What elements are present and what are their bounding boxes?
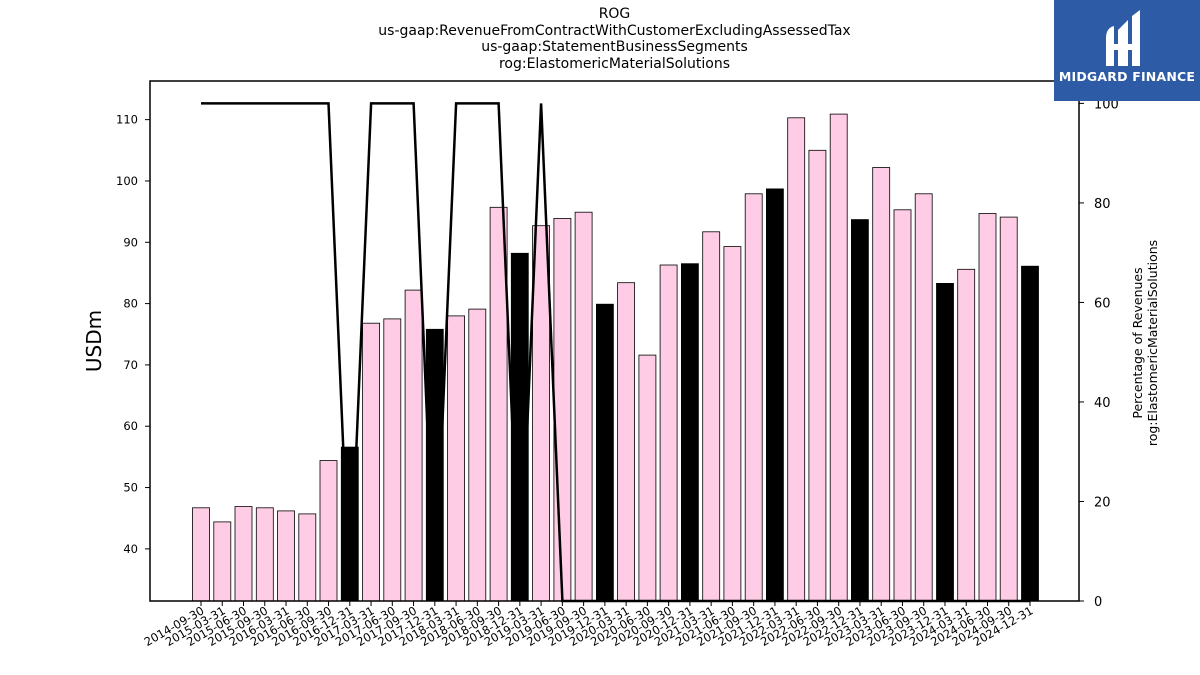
bar-2023-06-30 — [893, 209, 912, 602]
bar-2018-06-30 — [468, 308, 487, 602]
chart-title-line-2: us-gaap:RevenueFromContractWithCustomerE… — [378, 22, 851, 39]
bar-series — [192, 113, 1039, 602]
y-tick-label: 70 — [123, 358, 138, 372]
left-y-axis: 40 50 60 70 80 90 100 110 — [116, 113, 150, 556]
y-tick-label: 40 — [123, 542, 138, 556]
bar-2022-03-31 — [787, 117, 806, 602]
y2-axis-label-line-2: rog:ElastomericMaterialSolutions — [1145, 239, 1160, 447]
y2-tick-label: 0 — [1094, 595, 1102, 610]
bar-2017-03-31 — [362, 322, 381, 602]
y-tick-label: 110 — [116, 113, 138, 127]
bar-2019-12-31 — [596, 303, 614, 602]
right-y-axis: 0 20 40 60 80 100 — [1079, 97, 1119, 610]
y-axis-label: USDm — [82, 309, 106, 373]
chart-title-line-3: us-gaap:StatementBusinessSegments — [481, 39, 748, 55]
y2-tick-label: 80 — [1094, 197, 1111, 212]
chart-title-line-4: rog:ElastomericMaterialSolutions — [498, 55, 731, 72]
y2-tick-label: 20 — [1094, 495, 1111, 510]
bar-2021-12-31 — [766, 188, 784, 602]
bar-2021-03-31 — [702, 231, 721, 602]
plot-frame — [149, 80, 1080, 602]
midgard-finance-logo: MIDGARD FINANCE — [1054, 0, 1200, 101]
bar-2022-06-30 — [808, 149, 827, 602]
bar-2024-03-31 — [957, 268, 976, 602]
bar-2016-03-31 — [277, 510, 295, 602]
y-tick-label: 50 — [123, 481, 138, 495]
y-tick-label: 90 — [123, 235, 138, 249]
bar-2023-03-31 — [872, 167, 891, 602]
bar-2018-12-31 — [510, 252, 529, 602]
chart-title-line-1: ROG — [598, 6, 631, 22]
y2-axis-label-line-1: Percentage of Revenues — [1130, 267, 1145, 419]
bar-2024-06-30 — [978, 213, 997, 602]
logo-text: MIDGARD FINANCE — [1058, 69, 1196, 84]
bar-2016-06-30 — [298, 513, 317, 602]
bar-2018-03-31 — [447, 315, 466, 602]
bar-2020-03-31 — [617, 282, 635, 602]
y2-tick-label: 40 — [1094, 396, 1111, 411]
bar-2024-09-30 — [999, 216, 1018, 602]
bar-2015-03-31 — [213, 521, 232, 602]
bar-2023-12-31 — [936, 282, 954, 602]
bar-2019-09-30 — [574, 211, 593, 602]
bar-2014-09-30 — [192, 507, 210, 602]
bar-2020-12-31 — [681, 263, 699, 602]
bar-2022-12-31 — [851, 219, 869, 602]
bar-2019-06-30 — [553, 217, 572, 602]
bar-2023-09-30 — [914, 193, 933, 602]
y2-tick-label: 100 — [1094, 97, 1119, 112]
y-tick-label: 60 — [123, 419, 138, 433]
bar-2017-09-30 — [404, 289, 423, 602]
bar-2021-09-30 — [744, 193, 763, 602]
chart-title: ROG us-gaap:RevenueFromContractWithCusto… — [0, 6, 1200, 72]
bar-2017-06-30 — [383, 318, 402, 602]
bar-2015-09-30 — [255, 507, 274, 602]
y-tick-label: 80 — [123, 297, 138, 311]
x-axis: 2014-09-302015-03-312015-06-302015-09-30… — [142, 601, 1036, 649]
bar-2021-06-30 — [723, 246, 742, 602]
midgard-m-logo-icon — [1106, 10, 1140, 66]
bar-2015-06-30 — [234, 506, 253, 602]
y2-tick-label: 60 — [1094, 296, 1111, 311]
bar-2019-03-31 — [532, 225, 550, 602]
bar-2024-12-31 — [1021, 265, 1039, 602]
bar-2022-09-30 — [829, 113, 848, 602]
bar-2016-09-30 — [319, 460, 338, 602]
y2-axis-label: Percentage of Revenues rog:ElastomericMa… — [1130, 240, 1160, 446]
y-tick-label: 100 — [116, 174, 138, 188]
bar-2020-06-30 — [638, 354, 657, 602]
bar-2020-09-30 — [659, 264, 678, 602]
